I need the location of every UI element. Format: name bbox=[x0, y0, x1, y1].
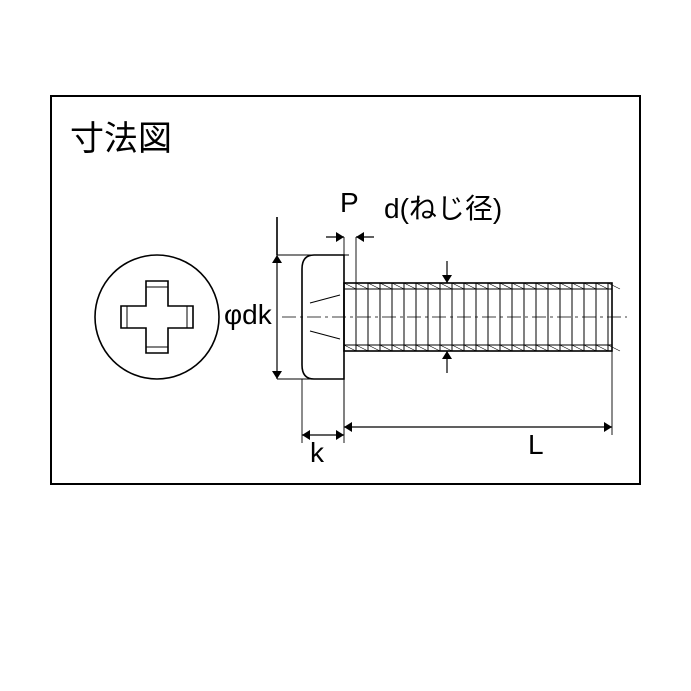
label-k: k bbox=[310, 437, 324, 469]
diagram-frame: 寸法図 φdk k P d(ねじ径) L bbox=[50, 95, 641, 485]
label-P: P bbox=[340, 187, 359, 219]
label-d: d(ねじ径) bbox=[384, 187, 502, 227]
screw-diagram bbox=[52, 97, 643, 487]
label-L: L bbox=[528, 429, 544, 461]
label-phi-dk: φdk bbox=[224, 299, 272, 331]
